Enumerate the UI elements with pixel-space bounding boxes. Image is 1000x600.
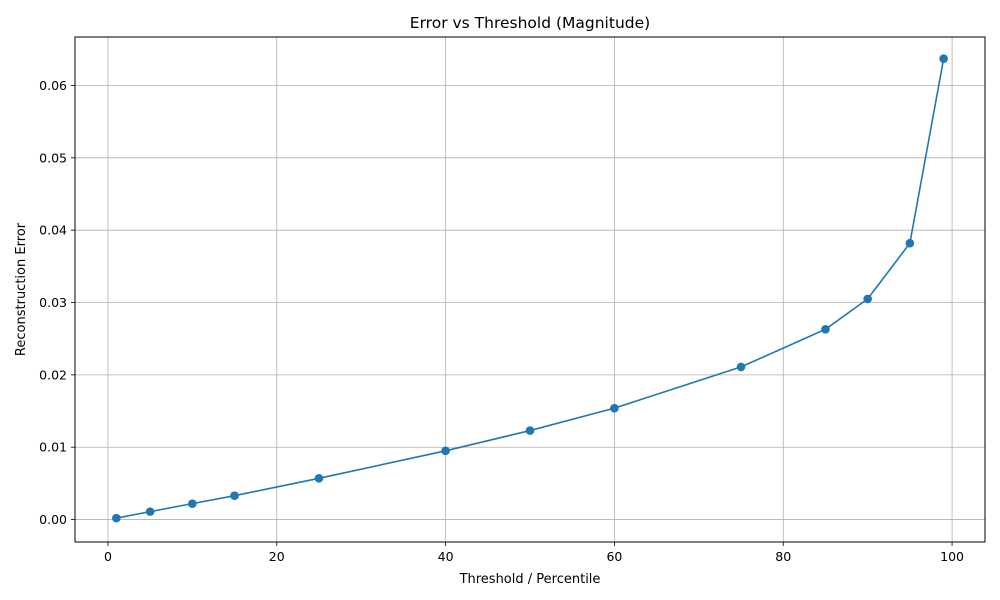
y-tick-label: 0.03 bbox=[39, 295, 67, 310]
chart-title: Error vs Threshold (Magnitude) bbox=[410, 14, 650, 32]
axis-ticks: 0 20 40 60 80 100 0.00 0.01 0.02 0.03 0.04 0.05 0.06 bbox=[39, 78, 964, 564]
x-tick-label: 100 bbox=[940, 549, 964, 564]
plot-frame bbox=[74, 36, 986, 543]
data-point bbox=[441, 446, 450, 456]
data-point bbox=[112, 513, 121, 523]
y-tick-label: 0.00 bbox=[39, 512, 67, 527]
x-tick-label: 20 bbox=[269, 549, 285, 564]
data-point bbox=[736, 362, 746, 372]
series-layer bbox=[112, 54, 948, 523]
y-tick-label: 0.05 bbox=[39, 150, 67, 165]
x-tick-label: 0 bbox=[104, 549, 112, 564]
x-axis-label: Threshold / Percentile bbox=[459, 572, 601, 587]
y-tick-label: 0.01 bbox=[39, 440, 67, 455]
data-point bbox=[525, 426, 535, 435]
data-point bbox=[188, 499, 197, 508]
grid-lines bbox=[75, 37, 985, 542]
y-axis-label: Reconstruction Error bbox=[14, 222, 29, 356]
data-point bbox=[314, 474, 324, 483]
x-tick-label: 40 bbox=[438, 549, 454, 564]
x-tick-label: 60 bbox=[606, 549, 622, 564]
x-tick-label: 80 bbox=[775, 549, 791, 564]
y-tick-label: 0.06 bbox=[39, 78, 67, 93]
data-point bbox=[145, 507, 155, 516]
data-point bbox=[939, 54, 948, 64]
data-point bbox=[905, 238, 915, 248]
data-point bbox=[610, 403, 619, 413]
y-tick-label: 0.02 bbox=[39, 367, 67, 382]
data-point bbox=[230, 491, 239, 500]
y-tick-label: 0.04 bbox=[39, 223, 67, 238]
data-point bbox=[821, 324, 830, 334]
data-point bbox=[863, 294, 872, 304]
